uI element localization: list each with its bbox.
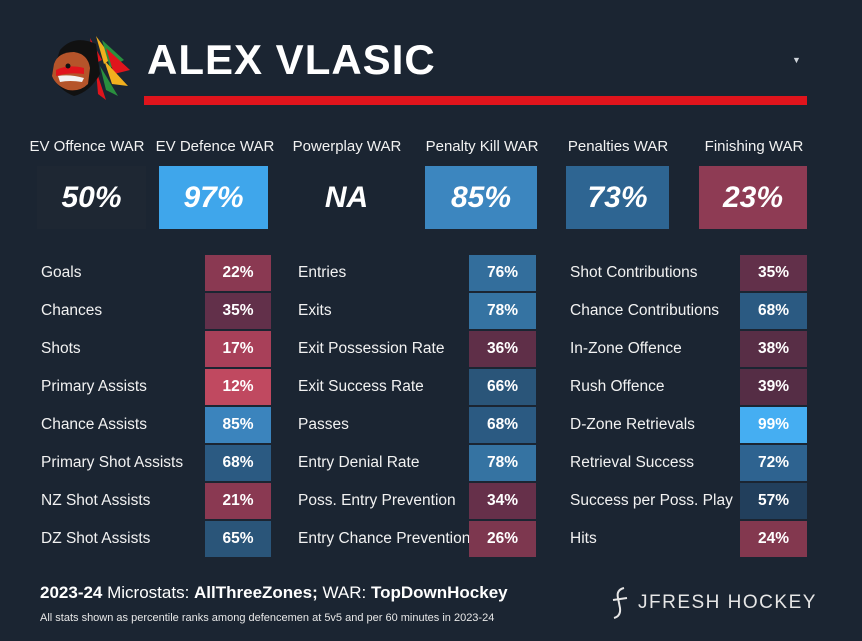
stat-label: Shot Contributions bbox=[570, 264, 698, 281]
stat-label: Success per Poss. Play bbox=[570, 492, 733, 509]
stat-label: Entry Denial Rate bbox=[298, 454, 420, 471]
footer-note: All stats shown as percentile ranks amon… bbox=[40, 612, 495, 624]
stat-label: Exits bbox=[298, 302, 332, 319]
stat-value: 99% bbox=[740, 407, 807, 443]
stat-label: Exit Success Rate bbox=[298, 378, 424, 395]
caret-down-icon[interactable]: ▼ bbox=[792, 55, 801, 65]
war-value-penalty-kill: 85% bbox=[425, 166, 537, 229]
stat-label: Passes bbox=[298, 416, 349, 433]
stat-value: 34% bbox=[469, 483, 536, 519]
stat-value: 68% bbox=[205, 445, 271, 481]
stat-label: Goals bbox=[41, 264, 82, 281]
stat-value: 68% bbox=[740, 293, 807, 329]
stat-label: Shots bbox=[41, 340, 81, 357]
brand: JFRESH HOCKEY bbox=[610, 586, 817, 620]
brand-name: JFRESH HOCKEY bbox=[638, 592, 817, 613]
war-value-finishing: 23% bbox=[699, 166, 807, 229]
stat-value: 22% bbox=[205, 255, 271, 291]
stat-label: Retrieval Success bbox=[570, 454, 695, 471]
footer-war-source: TopDownHockey bbox=[370, 583, 508, 602]
stat-value: 57% bbox=[740, 483, 807, 519]
player-name: ALEX VLASIC bbox=[147, 36, 436, 83]
stat-label: Entry Chance Prevention bbox=[298, 530, 471, 547]
stat-label: DZ Shot Assists bbox=[41, 530, 151, 547]
stat-label: Hits bbox=[570, 530, 597, 547]
jfresh-logo-icon bbox=[612, 587, 628, 619]
footer-sources: 2023-24 Microstats: AllThreeZones; WAR: … bbox=[40, 583, 508, 603]
footer-season: 2023-24 bbox=[40, 583, 103, 602]
team-logo-icon bbox=[44, 30, 132, 102]
stat-value: 26% bbox=[469, 521, 536, 557]
war-value-ev-defence: 97% bbox=[159, 166, 268, 229]
stat-value: 68% bbox=[469, 407, 536, 443]
war-label-powerplay: Powerplay WAR bbox=[292, 138, 402, 155]
stat-value: 21% bbox=[205, 483, 271, 519]
war-label-penalties: Penalties WAR bbox=[567, 138, 669, 155]
footer-micro-label: Microstats: bbox=[102, 583, 195, 602]
title-underline bbox=[144, 96, 807, 105]
stat-label: Primary Shot Assists bbox=[41, 454, 184, 471]
stat-label: Primary Assists bbox=[41, 378, 147, 395]
stat-value: 78% bbox=[469, 445, 536, 481]
stat-label: Exit Possession Rate bbox=[298, 340, 445, 357]
stat-label: Chance Contributions bbox=[570, 302, 720, 319]
war-label-finishing: Finishing WAR bbox=[704, 138, 804, 155]
stat-value: 24% bbox=[740, 521, 807, 557]
stat-value: 76% bbox=[469, 255, 536, 291]
war-label-ev-offence: EV Offence WAR bbox=[29, 138, 145, 155]
stat-label: In-Zone Offence bbox=[570, 340, 682, 357]
stat-value: 72% bbox=[740, 445, 807, 481]
war-value-powerplay: NA bbox=[292, 166, 401, 229]
stat-label: Chances bbox=[41, 302, 103, 319]
stat-value: 12% bbox=[205, 369, 271, 405]
stat-label: D-Zone Retrievals bbox=[570, 416, 695, 433]
stat-label: NZ Shot Assists bbox=[41, 492, 151, 509]
stat-value: 85% bbox=[205, 407, 271, 443]
stat-value: 17% bbox=[205, 331, 271, 367]
stat-value: 78% bbox=[469, 293, 536, 329]
stat-value: 39% bbox=[740, 369, 807, 405]
stat-label: Rush Offence bbox=[570, 378, 665, 395]
stat-label: Poss. Entry Prevention bbox=[298, 492, 456, 509]
stat-value: 65% bbox=[205, 521, 271, 557]
stat-label: Chance Assists bbox=[41, 416, 147, 433]
war-label-penalty-kill: Penalty Kill WAR bbox=[425, 138, 539, 155]
stat-value: 35% bbox=[740, 255, 807, 291]
war-value-penalties: 73% bbox=[566, 166, 669, 229]
stat-label: Entries bbox=[298, 264, 347, 281]
war-label-ev-defence: EV Defence WAR bbox=[155, 138, 275, 155]
stat-value: 36% bbox=[469, 331, 536, 367]
footer-micro-source: AllThreeZones; bbox=[194, 583, 318, 602]
stat-value: 38% bbox=[740, 331, 807, 367]
stat-value: 66% bbox=[469, 369, 536, 405]
stat-value: 35% bbox=[205, 293, 271, 329]
footer-war-label: WAR: bbox=[317, 583, 371, 602]
war-value-ev-offence: 50% bbox=[37, 166, 146, 229]
